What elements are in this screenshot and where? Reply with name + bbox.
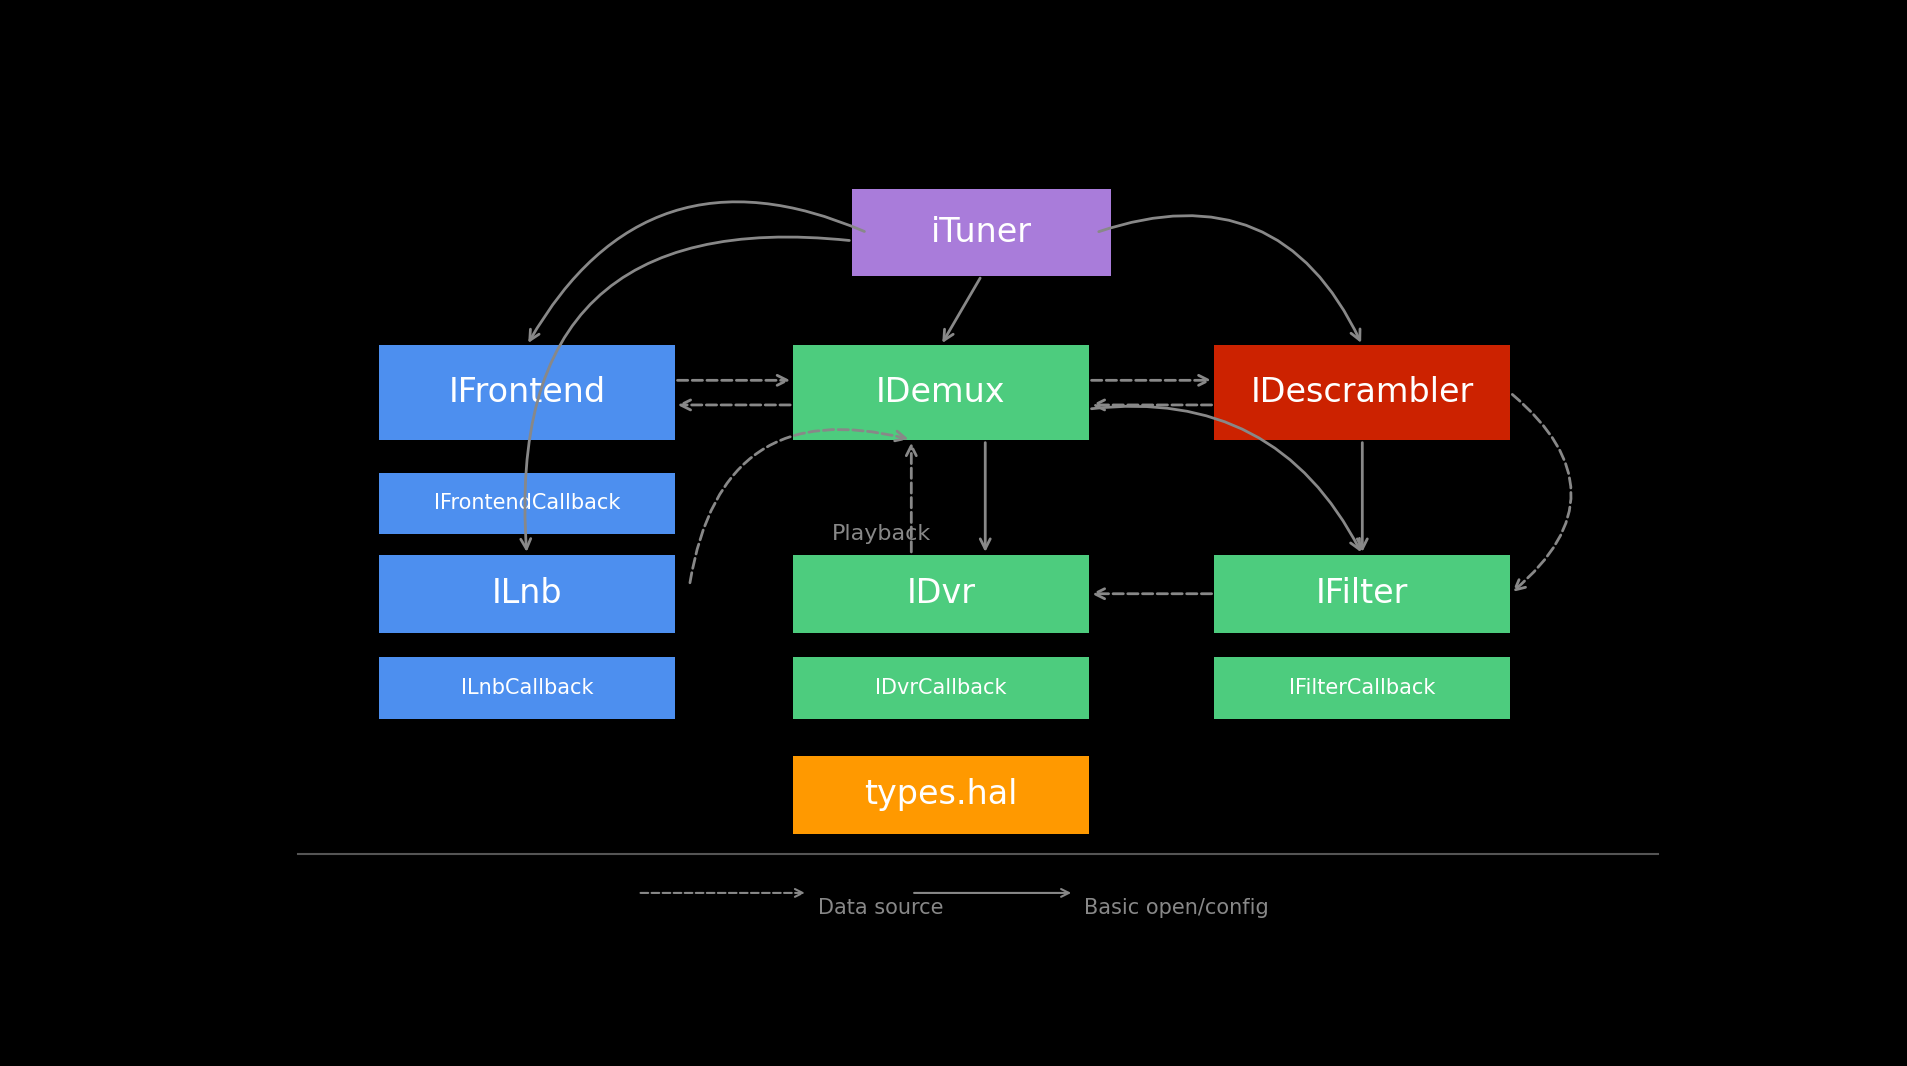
- FancyBboxPatch shape: [793, 756, 1089, 834]
- Text: Playback: Playback: [831, 524, 931, 545]
- Text: IFilterCallback: IFilterCallback: [1289, 678, 1434, 698]
- Text: IFilter: IFilter: [1316, 577, 1407, 610]
- Text: Basic open/config: Basic open/config: [1083, 898, 1268, 918]
- FancyBboxPatch shape: [379, 472, 675, 534]
- FancyBboxPatch shape: [852, 190, 1110, 276]
- Text: ILnb: ILnb: [492, 577, 563, 610]
- Text: IFrontendCallback: IFrontendCallback: [433, 494, 620, 514]
- Text: types.hal: types.hal: [864, 778, 1016, 811]
- Text: IDvrCallback: IDvrCallback: [875, 678, 1007, 698]
- FancyBboxPatch shape: [1213, 658, 1510, 718]
- FancyBboxPatch shape: [379, 554, 675, 633]
- FancyBboxPatch shape: [379, 658, 675, 718]
- Text: iTuner: iTuner: [931, 216, 1032, 249]
- Text: IFrontend: IFrontend: [448, 376, 605, 409]
- Text: IDvr: IDvr: [906, 577, 974, 610]
- FancyBboxPatch shape: [1213, 345, 1510, 440]
- Text: IDemux: IDemux: [875, 376, 1005, 409]
- FancyBboxPatch shape: [1213, 554, 1510, 633]
- FancyBboxPatch shape: [793, 345, 1089, 440]
- Text: IDescrambler: IDescrambler: [1249, 376, 1474, 409]
- FancyBboxPatch shape: [793, 658, 1089, 718]
- Text: Data source: Data source: [818, 898, 944, 918]
- FancyBboxPatch shape: [379, 345, 675, 440]
- FancyBboxPatch shape: [793, 554, 1089, 633]
- Text: ILnbCallback: ILnbCallback: [460, 678, 593, 698]
